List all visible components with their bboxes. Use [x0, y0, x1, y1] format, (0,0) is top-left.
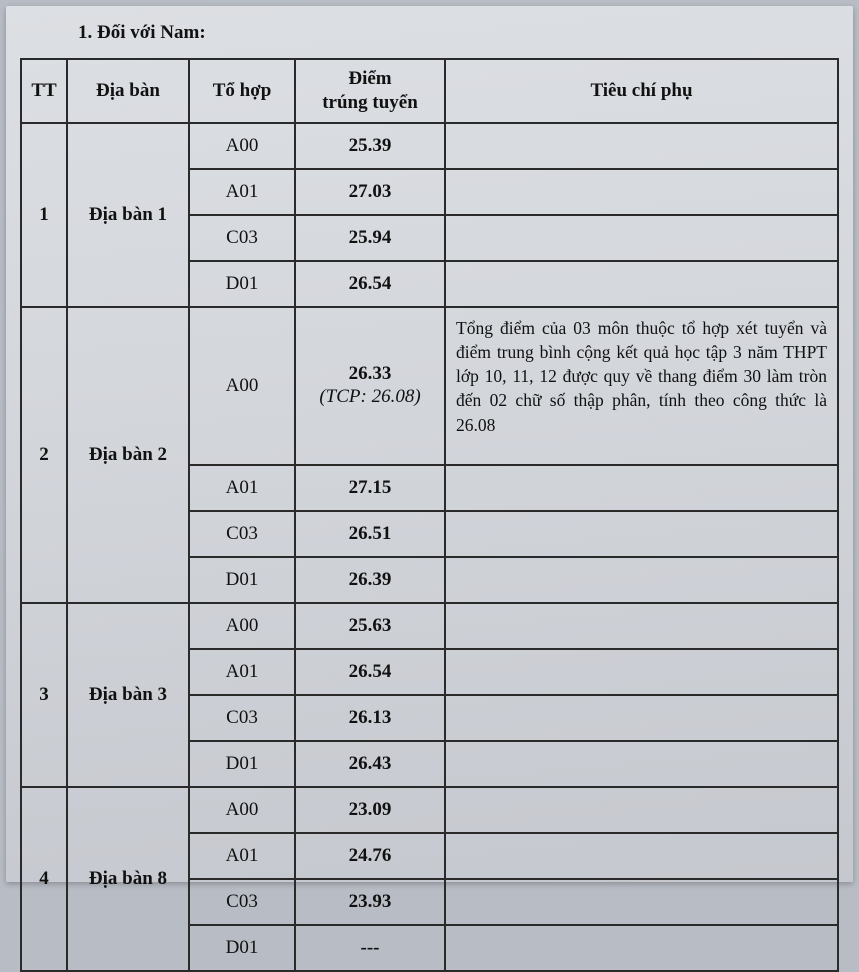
cell-tieu-chi [445, 879, 838, 925]
cell-score: 25.63 [295, 603, 445, 649]
cell-tieu-chi [445, 741, 838, 787]
cell-to-hop: C03 [189, 879, 295, 925]
col-to-hop: Tổ hợp [189, 59, 295, 123]
cell-score: 26.43 [295, 741, 445, 787]
cell-to-hop: D01 [189, 741, 295, 787]
cell-dia-ban: Địa bàn 1 [67, 123, 189, 307]
cell-to-hop: D01 [189, 261, 295, 307]
cell-to-hop: A01 [189, 465, 295, 511]
cell-tt: 4 [21, 787, 67, 971]
document-page: 1. Đối với Nam: TT Địa bàn Tổ hợp Điểmtr… [6, 6, 853, 882]
cell-score: --- [295, 925, 445, 971]
cell-to-hop: C03 [189, 511, 295, 557]
cell-tieu-chi [445, 925, 838, 971]
cell-score: 26.39 [295, 557, 445, 603]
cell-dia-ban: Địa bàn 2 [67, 307, 189, 603]
table-row: 1Địa bàn 1A0025.39 [21, 123, 838, 169]
table-row: 3Địa bàn 3A0025.63 [21, 603, 838, 649]
cell-to-hop: A00 [189, 603, 295, 649]
cell-to-hop: A00 [189, 123, 295, 169]
cell-to-hop: C03 [189, 215, 295, 261]
cell-to-hop: A01 [189, 649, 295, 695]
cell-score: 23.93 [295, 879, 445, 925]
cell-tieu-chi [445, 123, 838, 169]
cell-score: 26.51 [295, 511, 445, 557]
cell-tieu-chi [445, 649, 838, 695]
cell-to-hop: A01 [189, 169, 295, 215]
cell-tieu-chi [445, 261, 838, 307]
cell-tieu-chi [445, 603, 838, 649]
cell-score: 23.09 [295, 787, 445, 833]
cell-tieu-chi [445, 833, 838, 879]
cell-score: 25.39 [295, 123, 445, 169]
score-table: TT Địa bàn Tổ hợp Điểmtrúng tuyển Tiêu c… [20, 58, 839, 972]
cell-to-hop: A00 [189, 307, 295, 465]
cell-tieu-chi [445, 557, 838, 603]
cell-dia-ban: Địa bàn 8 [67, 787, 189, 971]
section-heading: 1. Đối với Nam: [78, 22, 839, 44]
cell-to-hop: C03 [189, 695, 295, 741]
cell-score: 26.54 [295, 649, 445, 695]
cell-tt: 1 [21, 123, 67, 307]
col-diem: Điểmtrúng tuyển [295, 59, 445, 123]
col-tieu-chi: Tiêu chí phụ [445, 59, 838, 123]
cell-to-hop: D01 [189, 557, 295, 603]
cell-score: 26.13 [295, 695, 445, 741]
cell-score: 26.54 [295, 261, 445, 307]
cell-tieu-chi [445, 215, 838, 261]
cell-score: 27.03 [295, 169, 445, 215]
table-body: 1Địa bàn 1A0025.39A0127.03C0325.94D0126.… [21, 123, 838, 971]
cell-tieu-chi [445, 465, 838, 511]
col-dia-ban: Địa bàn [67, 59, 189, 123]
cell-tieu-chi [445, 787, 838, 833]
cell-tt: 3 [21, 603, 67, 787]
cell-tieu-chi [445, 695, 838, 741]
cell-to-hop: D01 [189, 925, 295, 971]
cell-score: 25.94 [295, 215, 445, 261]
cell-tieu-chi [445, 511, 838, 557]
cell-score: 24.76 [295, 833, 445, 879]
table-header-row: TT Địa bàn Tổ hợp Điểmtrúng tuyển Tiêu c… [21, 59, 838, 123]
cell-tieu-chi: Tổng điểm của 03 môn thuộc tổ hợp xét tu… [445, 307, 838, 465]
table-row: 2Địa bàn 2A0026.33(TCP: 26.08)Tổng điểm … [21, 307, 838, 465]
cell-to-hop: A00 [189, 787, 295, 833]
cell-to-hop: A01 [189, 833, 295, 879]
cell-dia-ban: Địa bàn 3 [67, 603, 189, 787]
table-row: 4Địa bàn 8A0023.09 [21, 787, 838, 833]
col-tt: TT [21, 59, 67, 123]
cell-tt: 2 [21, 307, 67, 603]
cell-score: 27.15 [295, 465, 445, 511]
cell-tieu-chi [445, 169, 838, 215]
cell-score: 26.33(TCP: 26.08) [295, 307, 445, 465]
